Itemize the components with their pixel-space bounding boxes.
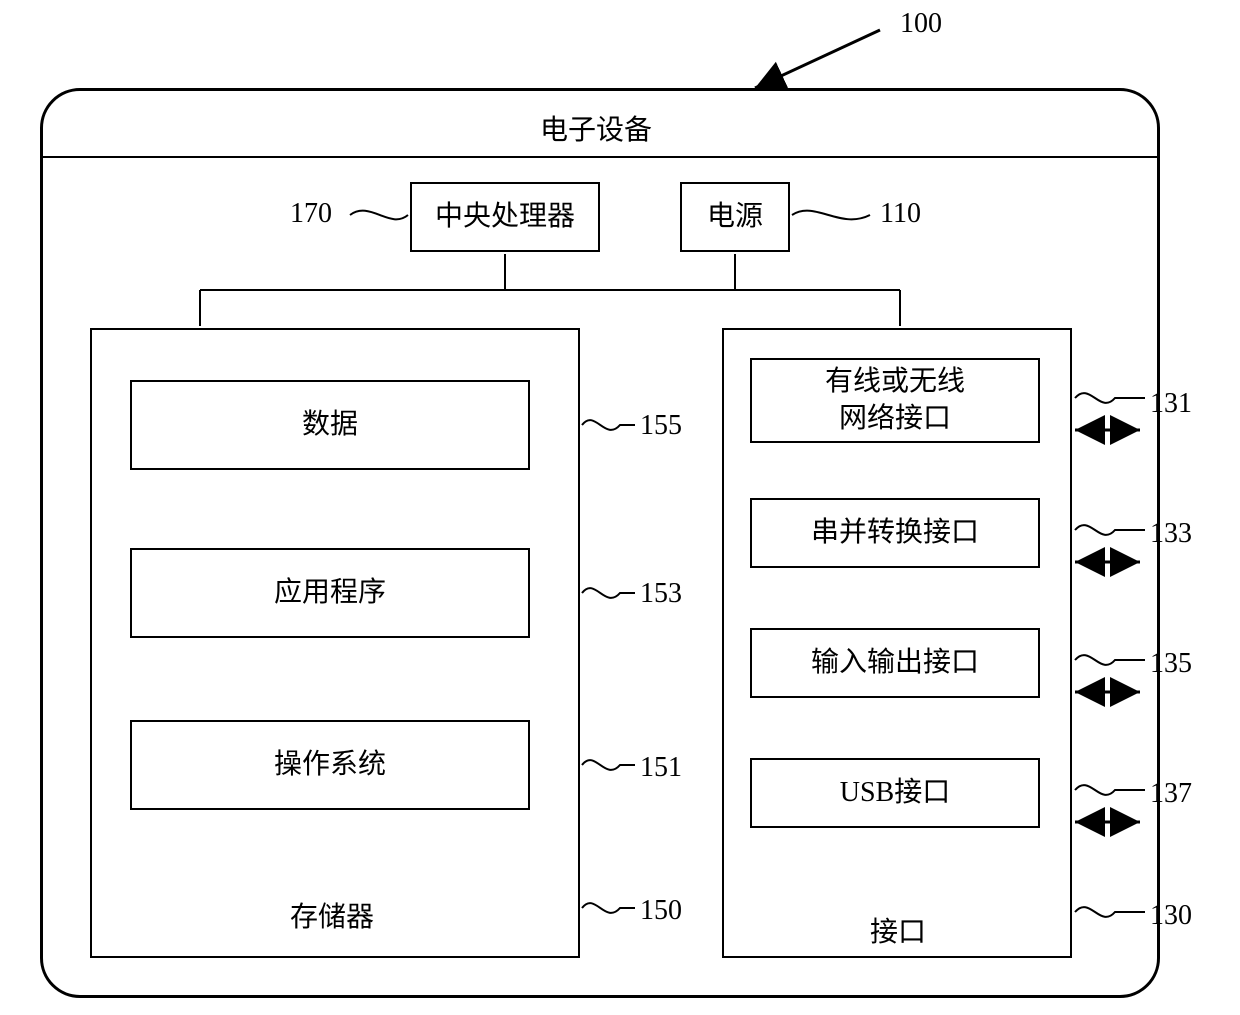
power-box: 电源 <box>680 182 790 252</box>
data-box: 数据 <box>130 380 530 470</box>
usb-label: USB接口 <box>840 775 950 811</box>
usb-box: USB接口 <box>750 758 1040 828</box>
cpu-box: 中央处理器 <box>410 182 600 252</box>
app-label: 应用程序 <box>274 575 386 611</box>
diagram-canvas: 电子设备 100 中央处理器 170 电源 110 存储器 150 数据 155… <box>0 0 1240 1015</box>
memory-label: 存储器 <box>290 895 374 935</box>
ref-170: 170 <box>290 198 332 230</box>
cpu-label: 中央处理器 <box>435 199 575 235</box>
net-label: 有线或无线网络接口 <box>825 364 965 437</box>
data-label: 数据 <box>302 407 358 443</box>
io-label: 输入输出接口 <box>811 645 979 681</box>
io-box: 输入输出接口 <box>750 628 1040 698</box>
ref-155: 155 <box>640 410 682 442</box>
os-label: 操作系统 <box>274 747 386 783</box>
ref-153: 153 <box>640 578 682 610</box>
interface-label: 接口 <box>870 910 926 950</box>
ref-135: 135 <box>1150 648 1192 680</box>
app-box: 应用程序 <box>130 548 530 638</box>
ref-130: 130 <box>1150 900 1192 932</box>
ref-131: 131 <box>1150 388 1192 420</box>
outer-title: 电子设备 <box>540 108 652 148</box>
ref-110: 110 <box>880 198 921 230</box>
ref-151: 151 <box>640 752 682 784</box>
ref-133: 133 <box>1150 518 1192 550</box>
power-label: 电源 <box>707 199 763 235</box>
serpar-label: 串并转换接口 <box>811 515 979 551</box>
title-divider <box>42 156 1158 158</box>
ref-137: 137 <box>1150 778 1192 810</box>
net-box: 有线或无线网络接口 <box>750 358 1040 443</box>
ref-150: 150 <box>640 895 682 927</box>
os-box: 操作系统 <box>130 720 530 810</box>
ref-100: 100 <box>900 8 942 40</box>
serpar-box: 串并转换接口 <box>750 498 1040 568</box>
